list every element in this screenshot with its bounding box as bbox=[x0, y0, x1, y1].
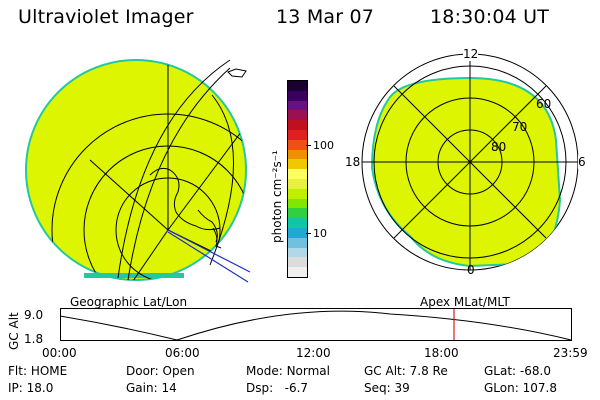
time-label: 18:30:04 UT bbox=[430, 6, 550, 28]
colorbar-swatch bbox=[288, 267, 307, 277]
timeline-ylabel: GC Alt bbox=[7, 312, 21, 350]
colorbar-unit: photon cm⁻²s⁻¹ bbox=[270, 150, 284, 243]
door-status: Door: Open bbox=[126, 364, 195, 378]
timeline-ytick-bottom: 1.8 bbox=[24, 332, 44, 346]
colorbar-swatch bbox=[288, 257, 307, 268]
gain-status: Gain: 14 bbox=[126, 381, 177, 395]
mlt-label-12: 12 bbox=[463, 47, 479, 61]
glon-status: GLon: 107.8 bbox=[484, 381, 557, 395]
colorbar-swatch bbox=[288, 81, 307, 91]
colorbar-swatch bbox=[288, 188, 307, 199]
colorbar-label-10: 10 bbox=[313, 227, 327, 240]
colorbar-swatch bbox=[288, 227, 307, 238]
timeline-xtick-0600: 06:00 bbox=[165, 346, 200, 360]
orbit-altitude-curve bbox=[60, 310, 572, 341]
colorbar-swatch bbox=[288, 208, 307, 219]
mlt-label-0: 0 bbox=[467, 263, 475, 277]
timeline-xtick-0000: 00:00 bbox=[42, 346, 77, 360]
geographic-caption: Geographic Lat/Lon bbox=[70, 295, 188, 309]
colorbar-swatch bbox=[288, 247, 307, 258]
date-label: 13 Mar 07 bbox=[276, 6, 375, 28]
colorbar-tick-10 bbox=[306, 233, 311, 234]
geographic-grid bbox=[51, 60, 246, 280]
glat-status: GLat: -68.0 bbox=[484, 364, 551, 378]
colorbar-swatch bbox=[288, 90, 307, 101]
timeline-xtick-1200: 12:00 bbox=[296, 346, 331, 360]
colorbar-swatch bbox=[288, 100, 307, 111]
colorbar-swatch bbox=[288, 120, 307, 130]
gcalt-status: GC Alt: 7.8 Re bbox=[364, 364, 448, 378]
geographic-disk-edge bbox=[84, 273, 184, 278]
mlat-label-60: 60 bbox=[536, 97, 552, 111]
flt-status: Flt: HOME bbox=[8, 364, 68, 378]
colorbar-swatch bbox=[288, 139, 307, 150]
geographic-disk bbox=[25, 59, 247, 281]
colorbar-swatch bbox=[288, 149, 307, 160]
colorbar-swatch bbox=[288, 218, 307, 228]
timeline-ytick-top: 9.0 bbox=[24, 308, 44, 322]
timeline-plot bbox=[60, 308, 572, 341]
timeline-xtick-2359: 23:59 bbox=[553, 346, 588, 360]
polar-grid bbox=[362, 54, 578, 270]
colorbar-swatch bbox=[288, 198, 307, 209]
apex-caption: Apex MLat/MLT bbox=[420, 295, 510, 309]
colorbar-label-100: 100 bbox=[313, 139, 334, 152]
colorbar bbox=[287, 80, 308, 278]
colorbar-swatch bbox=[288, 178, 307, 189]
mlt-label-6: 6 bbox=[578, 155, 586, 169]
instrument-title: Ultraviolet Imager bbox=[18, 6, 194, 28]
colorbar-tick-100 bbox=[306, 145, 311, 146]
ip-status: IP: 18.0 bbox=[8, 381, 54, 395]
mlt-label-18: 18 bbox=[345, 155, 361, 169]
mlat-label-80: 80 bbox=[491, 140, 507, 154]
mlat-label-70: 70 bbox=[512, 120, 528, 134]
timeline-xtick-1800: 18:00 bbox=[424, 346, 459, 360]
colorbar-swatch bbox=[288, 110, 307, 121]
dsp-status: Dsp: -6.7 bbox=[246, 381, 309, 395]
colorbar-swatch bbox=[288, 237, 307, 248]
colorbar-swatch bbox=[288, 159, 307, 170]
mode-status: Mode: Normal bbox=[246, 364, 330, 378]
seq-status: Seq: 39 bbox=[364, 381, 410, 395]
colorbar-swatch bbox=[288, 169, 307, 179]
colorbar-swatch bbox=[288, 129, 307, 140]
